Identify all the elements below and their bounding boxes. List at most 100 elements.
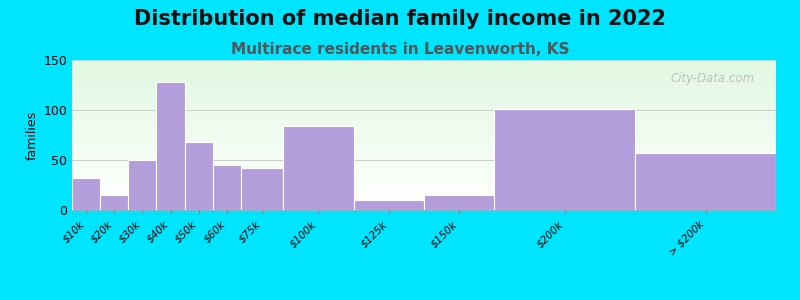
Bar [72, 136, 776, 137]
Bar [72, 97, 776, 98]
Bar [72, 85, 776, 86]
Bar [72, 128, 776, 129]
Bar [72, 182, 776, 183]
Bar [72, 122, 776, 123]
Bar [72, 71, 776, 72]
Bar [72, 112, 776, 113]
Bar [72, 164, 776, 165]
Bar [72, 73, 776, 74]
Bar [72, 82, 776, 83]
Bar [72, 142, 776, 143]
Bar [72, 63, 776, 64]
Bar [72, 150, 776, 151]
Bar [72, 200, 776, 201]
Bar [72, 65, 776, 66]
Bar [72, 123, 776, 124]
Bar [72, 159, 776, 160]
Bar [72, 206, 776, 207]
Bar [72, 137, 776, 138]
Bar [72, 100, 776, 101]
Bar [72, 100, 776, 101]
Bar [72, 149, 776, 150]
Bar [72, 113, 776, 114]
Bar [72, 101, 776, 102]
Bar [72, 68, 776, 69]
Bar [72, 110, 776, 111]
Bar [72, 79, 776, 80]
Bar [72, 169, 776, 170]
Bar [494, 109, 635, 210]
Bar [72, 138, 776, 139]
Bar [72, 194, 776, 195]
Bar [72, 147, 776, 148]
Bar [72, 95, 776, 96]
Bar [72, 116, 776, 117]
Bar [72, 93, 776, 94]
Bar [72, 108, 776, 109]
Bar [72, 197, 776, 198]
Bar [72, 72, 776, 73]
Bar [72, 127, 776, 128]
Bar [72, 177, 776, 178]
Bar [72, 156, 776, 157]
Bar [72, 175, 776, 176]
Bar [72, 171, 776, 172]
Bar [72, 170, 776, 171]
Bar [72, 181, 776, 182]
Bar [72, 130, 776, 131]
Bar [72, 109, 776, 110]
Bar [72, 155, 776, 156]
Bar [72, 90, 776, 91]
Bar [72, 124, 776, 125]
Bar [72, 92, 776, 93]
Bar [72, 174, 776, 175]
Bar [72, 125, 776, 126]
Bar [72, 76, 776, 77]
Bar [72, 84, 776, 85]
Bar [72, 103, 776, 104]
Bar [241, 168, 283, 210]
Bar [72, 140, 776, 141]
Bar [72, 102, 776, 103]
Bar [72, 70, 776, 71]
Bar [72, 106, 776, 107]
Bar [72, 118, 776, 119]
Bar [72, 77, 776, 78]
Bar [72, 119, 776, 120]
Bar [128, 160, 157, 210]
Bar [72, 135, 776, 136]
Bar [72, 89, 776, 90]
Bar [72, 209, 776, 210]
Bar [72, 153, 776, 154]
Bar [72, 114, 776, 115]
Bar [72, 173, 776, 174]
Bar [72, 80, 776, 81]
Bar [72, 166, 776, 167]
Bar [72, 132, 776, 133]
Bar [72, 141, 776, 142]
Bar [72, 146, 776, 147]
Bar [72, 98, 776, 99]
Bar [72, 120, 776, 121]
Bar [72, 133, 776, 134]
Bar [72, 66, 776, 67]
Bar [72, 176, 776, 177]
Bar [72, 195, 776, 196]
Y-axis label: families: families [26, 110, 39, 160]
Bar [72, 179, 776, 180]
Bar [72, 196, 776, 197]
Bar [72, 94, 776, 95]
Bar [72, 74, 776, 75]
Bar [72, 183, 776, 184]
Bar [72, 161, 776, 162]
Bar [72, 107, 776, 108]
Bar [72, 202, 776, 203]
Bar [72, 62, 776, 63]
Bar [72, 178, 100, 210]
Bar [72, 162, 776, 163]
Bar [72, 85, 776, 86]
Bar [72, 139, 776, 140]
Bar [72, 152, 776, 153]
Bar [72, 187, 776, 188]
Bar [72, 129, 776, 130]
